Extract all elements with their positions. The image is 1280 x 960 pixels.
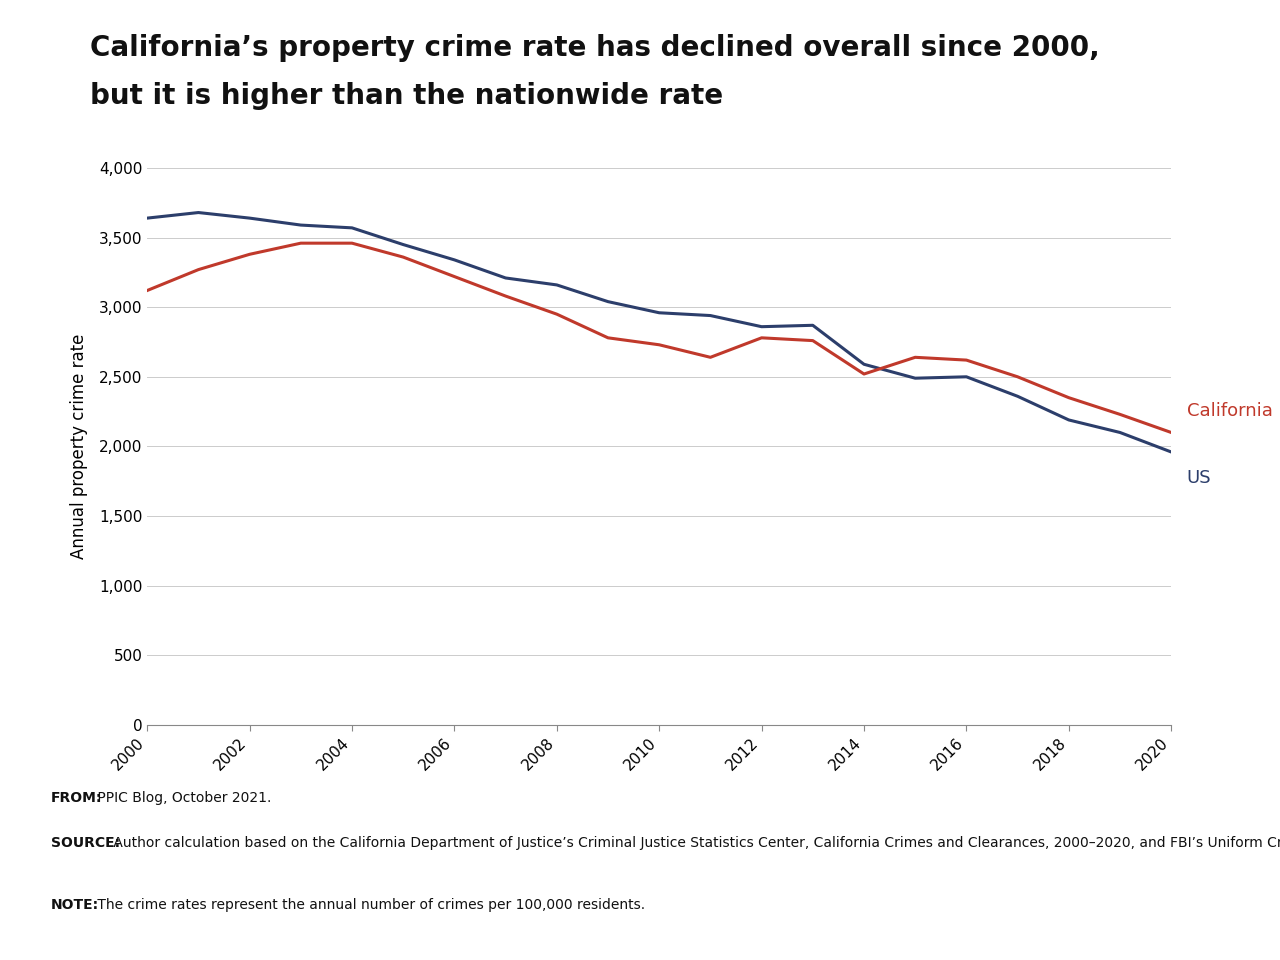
Text: Author calculation based on the California Department of Justice’s Criminal Just: Author calculation based on the Californ…: [110, 836, 1280, 851]
Text: US: US: [1187, 468, 1211, 487]
Text: California’s property crime rate has declined overall since 2000,: California’s property crime rate has dec…: [90, 34, 1100, 61]
Text: California: California: [1187, 402, 1272, 420]
Text: PPIC Blog, October 2021.: PPIC Blog, October 2021.: [93, 791, 271, 804]
Text: FROM:: FROM:: [51, 791, 102, 804]
Text: SOURCE:: SOURCE:: [51, 836, 120, 851]
Text: The crime rates represent the annual number of crimes per 100,000 residents.: The crime rates represent the annual num…: [93, 899, 645, 912]
Text: NOTE:: NOTE:: [51, 899, 100, 912]
Y-axis label: Annual property crime rate: Annual property crime rate: [69, 334, 88, 559]
Text: but it is higher than the nationwide rate: but it is higher than the nationwide rat…: [90, 82, 723, 109]
